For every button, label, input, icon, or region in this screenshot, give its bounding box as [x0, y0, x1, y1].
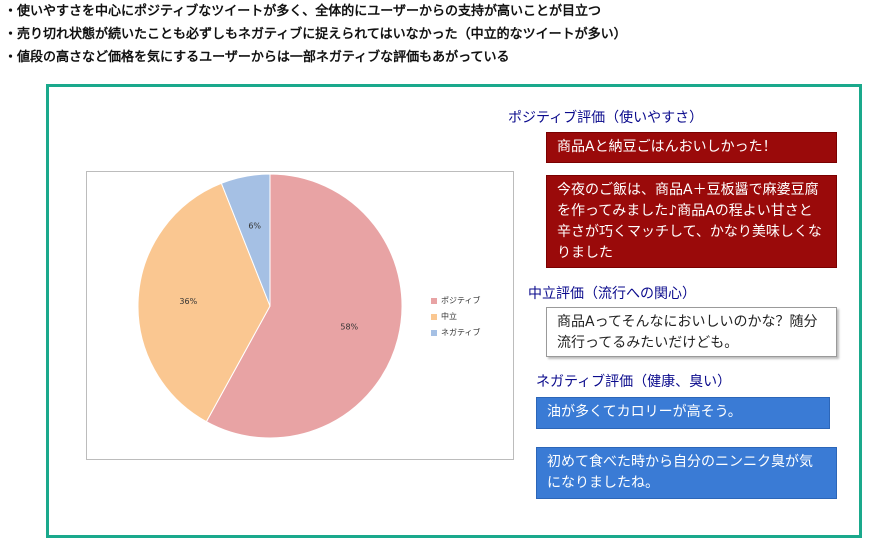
legend-label: ネガティブ [441, 328, 481, 337]
legend-label: ポジティブ [441, 296, 481, 305]
positive-tweet: 商品Aと納豆ごはんおいしかった！ [546, 132, 837, 163]
legend-swatch [431, 314, 437, 320]
pie-data-label: 58% [340, 322, 358, 331]
pie-slice-negative [220, 173, 271, 307]
pie-data-label: 6% [248, 222, 261, 231]
legend-item: ネガティブ [431, 325, 481, 341]
legend-item: ポジティブ [431, 293, 481, 309]
summary-bullet: ・売り切れ状態が続いたことも必ずしもネガティブに捉えられてはいなかった（中立的な… [4, 27, 627, 42]
negative-tweet: 油が多くてカロリーが高そう。 [536, 397, 830, 429]
pie-data-label: 36% [179, 297, 197, 306]
chart-legend: ポジティブ 中立 ネガティブ [431, 293, 481, 341]
legend-item: 中立 [431, 309, 481, 325]
summary-bullet: ・値段の高さなど価格を気にするユーザーからは一部ネガティブな評価もあがっている [4, 50, 510, 65]
negative-heading: ネガティブ評価（健康、臭い） [536, 374, 732, 390]
legend-label: 中立 [441, 312, 457, 321]
negative-tweet: 初めて食べた時から自分のニンニク臭が気になりましたね。 [536, 447, 837, 499]
summary-bullet: ・使いやすさを中心にポジティブなツイートが多く、全体的にユーザーからの支持が高い… [4, 4, 601, 19]
content-frame [46, 84, 862, 538]
legend-swatch [431, 330, 437, 336]
positive-heading: ポジティブ評価（使いやすさ） [508, 110, 704, 126]
positive-tweet: 今夜のご飯は、商品A＋豆板醤で麻婆豆腐を作ってみました♪商品Aの程よい甘さと辛さ… [546, 175, 837, 268]
legend-swatch [431, 298, 437, 304]
pie-chart: 58% 36% 6% [137, 173, 403, 439]
pie-chart-box: 58% 36% 6% ポジティブ 中立 ネガティブ [86, 171, 514, 460]
pie-slice-neutral [137, 182, 271, 423]
summary-bullets: ・使いやすさを中心にポジティブなツイートが多く、全体的にユーザーからの支持が高い… [4, 0, 627, 69]
neutral-tweet: 商品Aってそんなにおいしいのかな？随分流行ってるみたいだけども。 [546, 307, 837, 357]
pie-slice-positive [205, 173, 403, 439]
neutral-heading: 中立評価（流行への関心） [528, 286, 696, 302]
